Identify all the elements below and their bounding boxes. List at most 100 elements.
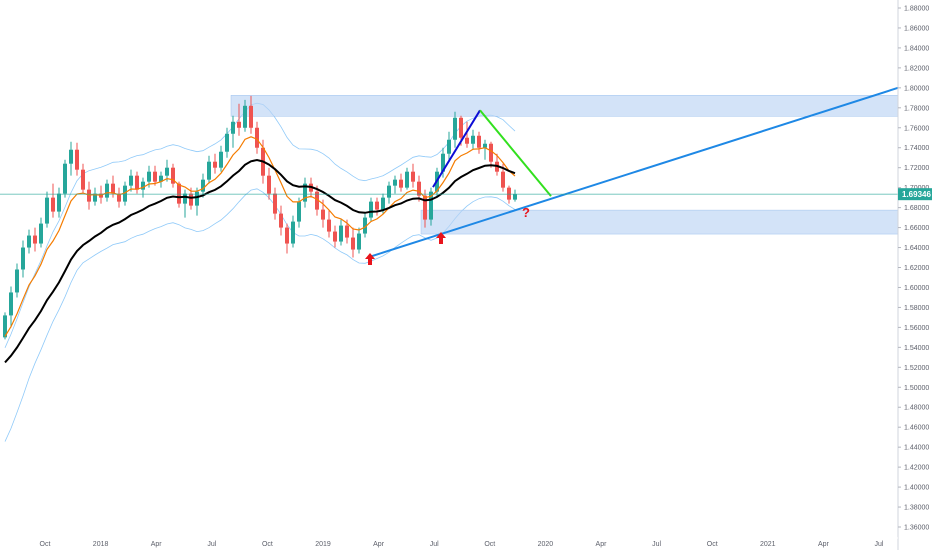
candle-up [471,135,475,144]
candle-up [339,225,343,242]
time-tick-label: Jul [207,541,216,548]
price-tick-label: 1.60000 [904,285,929,292]
price-tick-label: 1.44000 [904,445,929,452]
price-tick-label: 1.72000 [904,165,929,172]
price-tick-label: 1.36000 [904,525,929,532]
candle-down [249,105,253,128]
candle-down [489,143,493,162]
price-tick-label: 1.80000 [904,85,929,92]
candle-down [411,171,415,182]
candle-down [171,167,175,184]
candle-up [387,185,391,198]
zones [230,95,899,235]
candle-up [483,143,487,148]
question-mark: ? [522,205,530,220]
candle-up [201,179,205,192]
candle-up [243,105,247,128]
candle-up [225,133,229,152]
time-tick-label: Apr [373,541,385,548]
candle-up [291,221,295,244]
price-tick-label: 1.54000 [904,345,929,352]
candle-up [195,191,199,206]
time-tick-label: Apr [596,541,608,548]
ema-slow-line [4,158,516,364]
candle-up [69,149,73,164]
candle-down [285,227,289,244]
time-tick-label: Oct [484,541,495,548]
candle-down [501,171,505,188]
candle-down [75,149,79,170]
candle-up [369,201,373,218]
candle-down [399,179,403,188]
ema-fast-line [4,136,516,337]
candle-down [417,181,421,196]
up-arrow-2 [436,232,446,244]
candle-up [105,183,109,198]
price-tick-label: 1.88000 [904,5,929,12]
candle-up [141,181,145,190]
candle-down [189,193,193,206]
candle-up [159,175,163,182]
candle-up [3,315,7,338]
green-down-line [479,109,552,197]
candle-up [183,193,187,204]
price-tick-label: 1.76000 [904,125,929,132]
lower-band [4,188,516,442]
candle-up [39,223,43,244]
candle-up [429,191,433,220]
candle-up [381,197,385,210]
time-tick-label: Oct [40,541,51,548]
candle-down [465,137,469,144]
candle-down [375,201,379,210]
time-tick-label: Oct [262,541,273,548]
candle-down [117,193,121,202]
candle-down [33,235,37,244]
time-tick-label: 2018 [93,541,109,548]
candle-up [405,171,409,188]
rising-trendline [368,86,899,258]
candle-down [279,213,283,228]
candle-down [459,117,463,138]
price-tick-label: 1.40000 [904,485,929,492]
blue-impulse-line [432,109,481,188]
candle-up [93,193,97,202]
price-tick-label: 1.62000 [904,265,929,272]
candle-down [237,121,241,128]
price-tick-label: 1.66000 [904,225,929,232]
time-tick-label: Jul [652,541,661,548]
candle-up [207,161,211,180]
price-axis[interactable]: 1.88000 1.86000 1.84000 1.82000 1.80000 1.780… [897,0,929,550]
candle-up [219,151,223,168]
arrow-shape [436,232,446,244]
time-tick-label: 2021 [760,541,776,548]
candle-up [453,117,457,140]
candle-down [345,225,349,238]
candle-up [27,235,31,248]
candle-down [507,187,511,200]
candle-up [123,185,127,202]
time-tick-label: Apr [151,541,163,548]
time-tick-label: 2020 [538,541,554,548]
price-tick-label: 1.48000 [904,405,929,412]
drawings: ? [365,86,899,265]
candle-down [351,237,355,250]
time-tick-label: 2019 [315,541,331,548]
last-price-tag: 1.69346 [898,188,932,201]
candle-up [231,121,235,134]
candle-down [111,183,115,194]
candle-up [147,171,151,182]
time-tick-label: Apr [818,541,830,548]
time-tick-label: Jul [430,541,439,548]
price-tick-label: 1.82000 [904,65,929,72]
candle-up [513,194,517,200]
price-tick-label: 1.64000 [904,245,929,252]
price-tick-label: 1.56000 [904,325,929,332]
last-price-box [898,188,932,201]
candle-down [327,219,331,232]
up-arrow-1 [365,253,375,265]
time-axis[interactable]: Oct 2018 Apr Jul Oct 2019 Apr Jul Oct 2020 Apr Jul O… [0,537,898,548]
candle-down [423,195,427,220]
candle-down [273,193,277,214]
time-tick-label: Jul [875,541,884,548]
